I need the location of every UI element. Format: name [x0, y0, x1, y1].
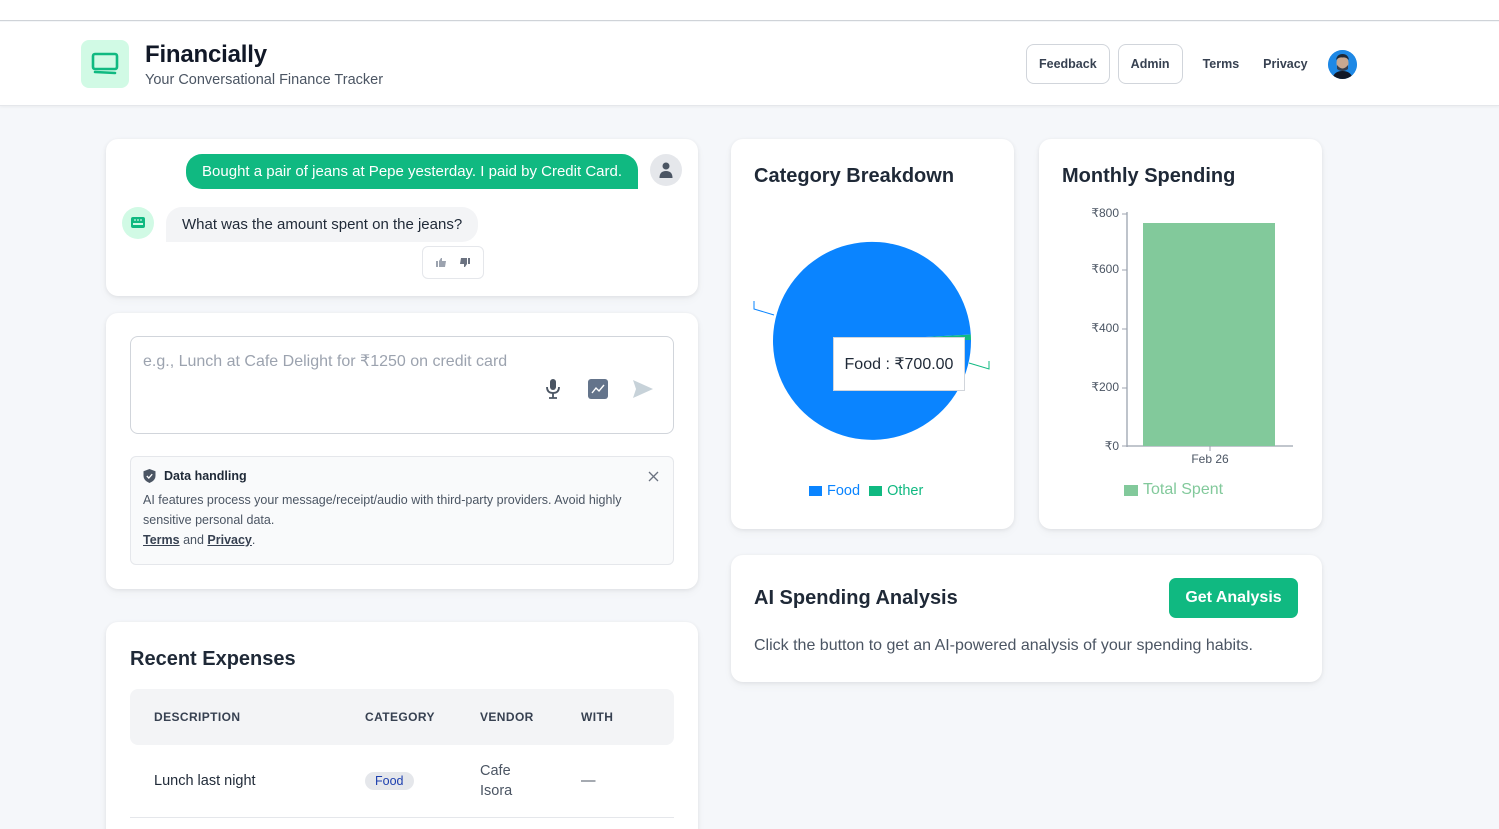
category-breakdown-card: Category Breakdown Food : ₹700.00 Food O…: [731, 139, 1014, 529]
column-with[interactable]: WITH: [581, 710, 614, 724]
legend-item-total-spent[interactable]: Total Spent: [1143, 481, 1224, 498]
notice-privacy-link[interactable]: Privacy: [207, 533, 252, 547]
column-description[interactable]: DESCRIPTION: [154, 710, 241, 724]
legend-item-other[interactable]: Other: [887, 483, 924, 499]
app-title: Financially: [145, 41, 267, 68]
recent-expenses-title: Recent Expenses: [130, 648, 296, 670]
shield-check-icon: [143, 469, 156, 483]
ai-analysis-description: Click the button to get an AI-powered an…: [754, 637, 1253, 654]
bar-legend: Total Spent: [1124, 481, 1223, 499]
legend-swatch-other: [869, 486, 883, 496]
ai-analysis-card: AI Spending Analysis Get Analysis Click …: [731, 555, 1322, 682]
app-header: Financially Your Conversational Finance …: [0, 22, 1499, 106]
send-icon[interactable]: [631, 377, 655, 401]
legend-swatch-total: [1124, 484, 1138, 496]
admin-button[interactable]: Admin: [1117, 44, 1183, 84]
user-profile-avatar[interactable]: [1327, 49, 1357, 79]
notice-title: Data handling: [164, 469, 247, 483]
chart-tooltip: Food : ₹700.00: [833, 337, 965, 391]
column-category[interactable]: CATEGORY: [365, 710, 435, 724]
monthly-bar-chart[interactable]: [1039, 139, 1322, 529]
table-header: DESCRIPTION CATEGORY VENDOR WITH: [130, 689, 674, 745]
user-avatar: [650, 154, 682, 186]
expense-description: Lunch last night: [154, 773, 256, 789]
close-icon[interactable]: [648, 469, 659, 487]
microphone-icon[interactable]: [541, 377, 565, 401]
column-vendor[interactable]: VENDOR: [480, 710, 534, 724]
app-subtitle: Your Conversational Finance Tracker: [145, 72, 384, 88]
legend-swatch-food: [809, 486, 822, 496]
bar-feb-26: [1143, 223, 1275, 446]
x-axis-label: Feb 26: [1191, 452, 1229, 466]
assistant-message: What was the amount spent on the jeans?: [166, 207, 479, 242]
thumbs-up-icon[interactable]: [436, 254, 446, 272]
expense-input-panel: Data handling AI features process your m…: [106, 313, 698, 589]
monthly-spending-title: Monthly Spending: [1062, 165, 1236, 187]
expense-vendor: Cafe Isora: [480, 763, 513, 799]
bot-icon: [131, 217, 145, 228]
notice-terms-link[interactable]: Terms: [143, 533, 180, 547]
message-input[interactable]: [131, 337, 673, 433]
person-icon: [659, 162, 673, 178]
terms-link[interactable]: Terms: [1202, 57, 1240, 71]
chat-screen-icon: [91, 52, 119, 75]
app-logo: [81, 40, 129, 88]
monthly-spending-card: Monthly Spending ₹800 ₹600 ₹400 ₹200 ₹0 …: [1039, 139, 1322, 529]
feedback-button[interactable]: Feedback: [1026, 44, 1110, 84]
image-upload-icon[interactable]: [586, 377, 610, 401]
legend-item-food[interactable]: Food: [827, 483, 861, 499]
ai-analysis-title: AI Spending Analysis: [754, 587, 958, 609]
expense-with: —: [581, 773, 596, 789]
user-photo-icon: [1327, 49, 1357, 79]
user-message: Bought a pair of jeans at Pepe yesterday…: [186, 154, 638, 189]
category-badge: Food: [365, 772, 414, 790]
category-pie-chart[interactable]: [731, 139, 1014, 529]
data-handling-notice: Data handling AI features process your m…: [130, 456, 674, 565]
thumbs-down-icon[interactable]: [460, 254, 470, 272]
table-row[interactable]: Lunch last night Food Cafe Isora —: [130, 745, 674, 818]
message-input-box: [130, 336, 674, 434]
recent-expenses-panel: Recent Expenses DESCRIPTION CATEGORY VEN…: [106, 622, 698, 829]
pie-legend: Food Other: [809, 483, 923, 499]
expenses-table: DESCRIPTION CATEGORY VENDOR WITH Lunch l…: [130, 689, 674, 818]
message-feedback: [422, 246, 484, 279]
assistant-avatar: [122, 207, 154, 239]
get-analysis-button[interactable]: Get Analysis: [1169, 578, 1298, 618]
chat-panel: Bought a pair of jeans at Pepe yesterday…: [106, 139, 698, 296]
category-breakdown-title: Category Breakdown: [754, 165, 955, 187]
browser-top-strip: [0, 0, 1499, 21]
notice-text: AI features process your message/receipt…: [143, 493, 622, 547]
header-nav: Feedback Admin Terms Privacy: [1026, 44, 1357, 84]
privacy-link[interactable]: Privacy: [1263, 57, 1308, 71]
